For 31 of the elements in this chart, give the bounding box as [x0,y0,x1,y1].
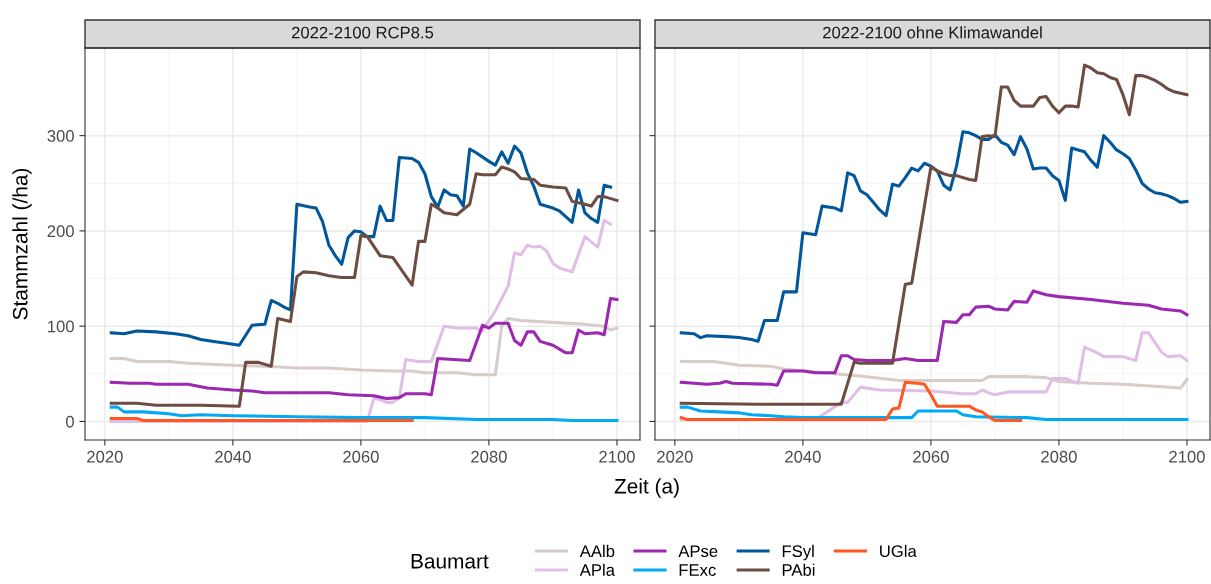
x-tick-label: 2060 [913,450,949,463]
line-series [109,144,613,347]
y-tick-label: 200 [47,225,74,238]
x-tick-label: 2040 [215,450,251,463]
y-tick-label: 100 [48,320,74,333]
x-tick-label: 2020 [87,450,123,463]
legend-title: Baumart [411,554,489,569]
y-tick-label: 300 [47,130,74,142]
chart-title: 2022-2100 ohne Klimawandel [823,26,1042,39]
x-tick-label: 2080 [1041,450,1077,463]
legend-label: APse [678,545,718,558]
x-tick-label: 2020 [657,450,693,463]
x-tick-label: 2080 [471,450,507,463]
x-tick-label: 2100 [1169,450,1205,463]
x-axis-title: Zeit (a) [614,478,679,498]
legend-label: APla [579,563,615,576]
line-series [109,405,619,422]
legend-label: PAbi [782,563,815,576]
line-series [109,297,619,401]
line-series [109,165,619,408]
y-tick-label: 0 [65,415,74,428]
line-series [109,317,619,377]
chart-title: 2022-2100 RCP8.5 [292,26,434,39]
legend-label: FExc [679,564,716,576]
y-axis-title: Stammzahl (/ha) [12,168,32,320]
legend-label: AAlb [579,544,615,558]
legend-label: UGla [880,544,917,558]
legend-label: FSyl [782,544,814,561]
x-tick-label: 2040 [785,450,821,463]
x-tick-label: 2060 [343,450,379,463]
x-tick-label: 2100 [599,450,635,463]
